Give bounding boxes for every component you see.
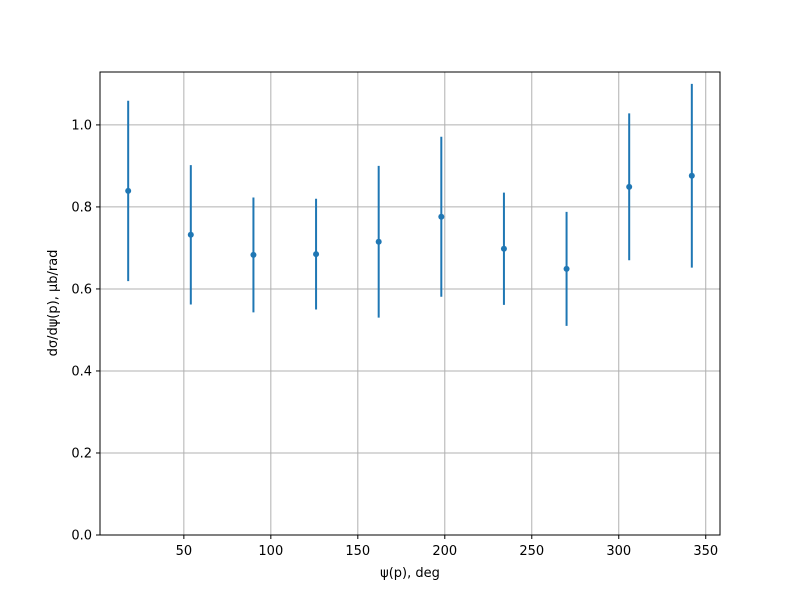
x-tick-label: 250	[519, 544, 544, 559]
data-point	[500, 245, 507, 252]
data-point	[626, 183, 633, 190]
y-tick-label: 0.0	[71, 529, 92, 544]
data-point	[125, 187, 132, 194]
y-tick-label: 0.2	[71, 446, 92, 461]
y-tick-label: 0.6	[71, 282, 92, 297]
y-tick-label: 0.4	[71, 364, 92, 379]
data-point	[250, 251, 257, 258]
y-tick-label: 1.0	[71, 118, 92, 133]
x-tick-label: 50	[176, 544, 193, 559]
x-tick-label: 150	[345, 544, 370, 559]
plot-frame	[99, 71, 721, 536]
x-tick-label: 100	[258, 544, 283, 559]
x-tick-label: 200	[432, 544, 457, 559]
x-tick-label: 300	[606, 544, 631, 559]
x-tick-label: 350	[693, 544, 718, 559]
data-point	[563, 265, 570, 272]
y-tick-label: 0.8	[71, 200, 92, 215]
x-axis-label: ψ(p), deg	[380, 566, 440, 581]
y-axis-label: dσ/dψ(p), μb/rad	[46, 250, 61, 357]
data-point	[187, 231, 194, 238]
data-point	[688, 172, 695, 179]
data-point	[438, 213, 445, 220]
data-point	[375, 238, 382, 245]
data-point	[313, 251, 320, 258]
